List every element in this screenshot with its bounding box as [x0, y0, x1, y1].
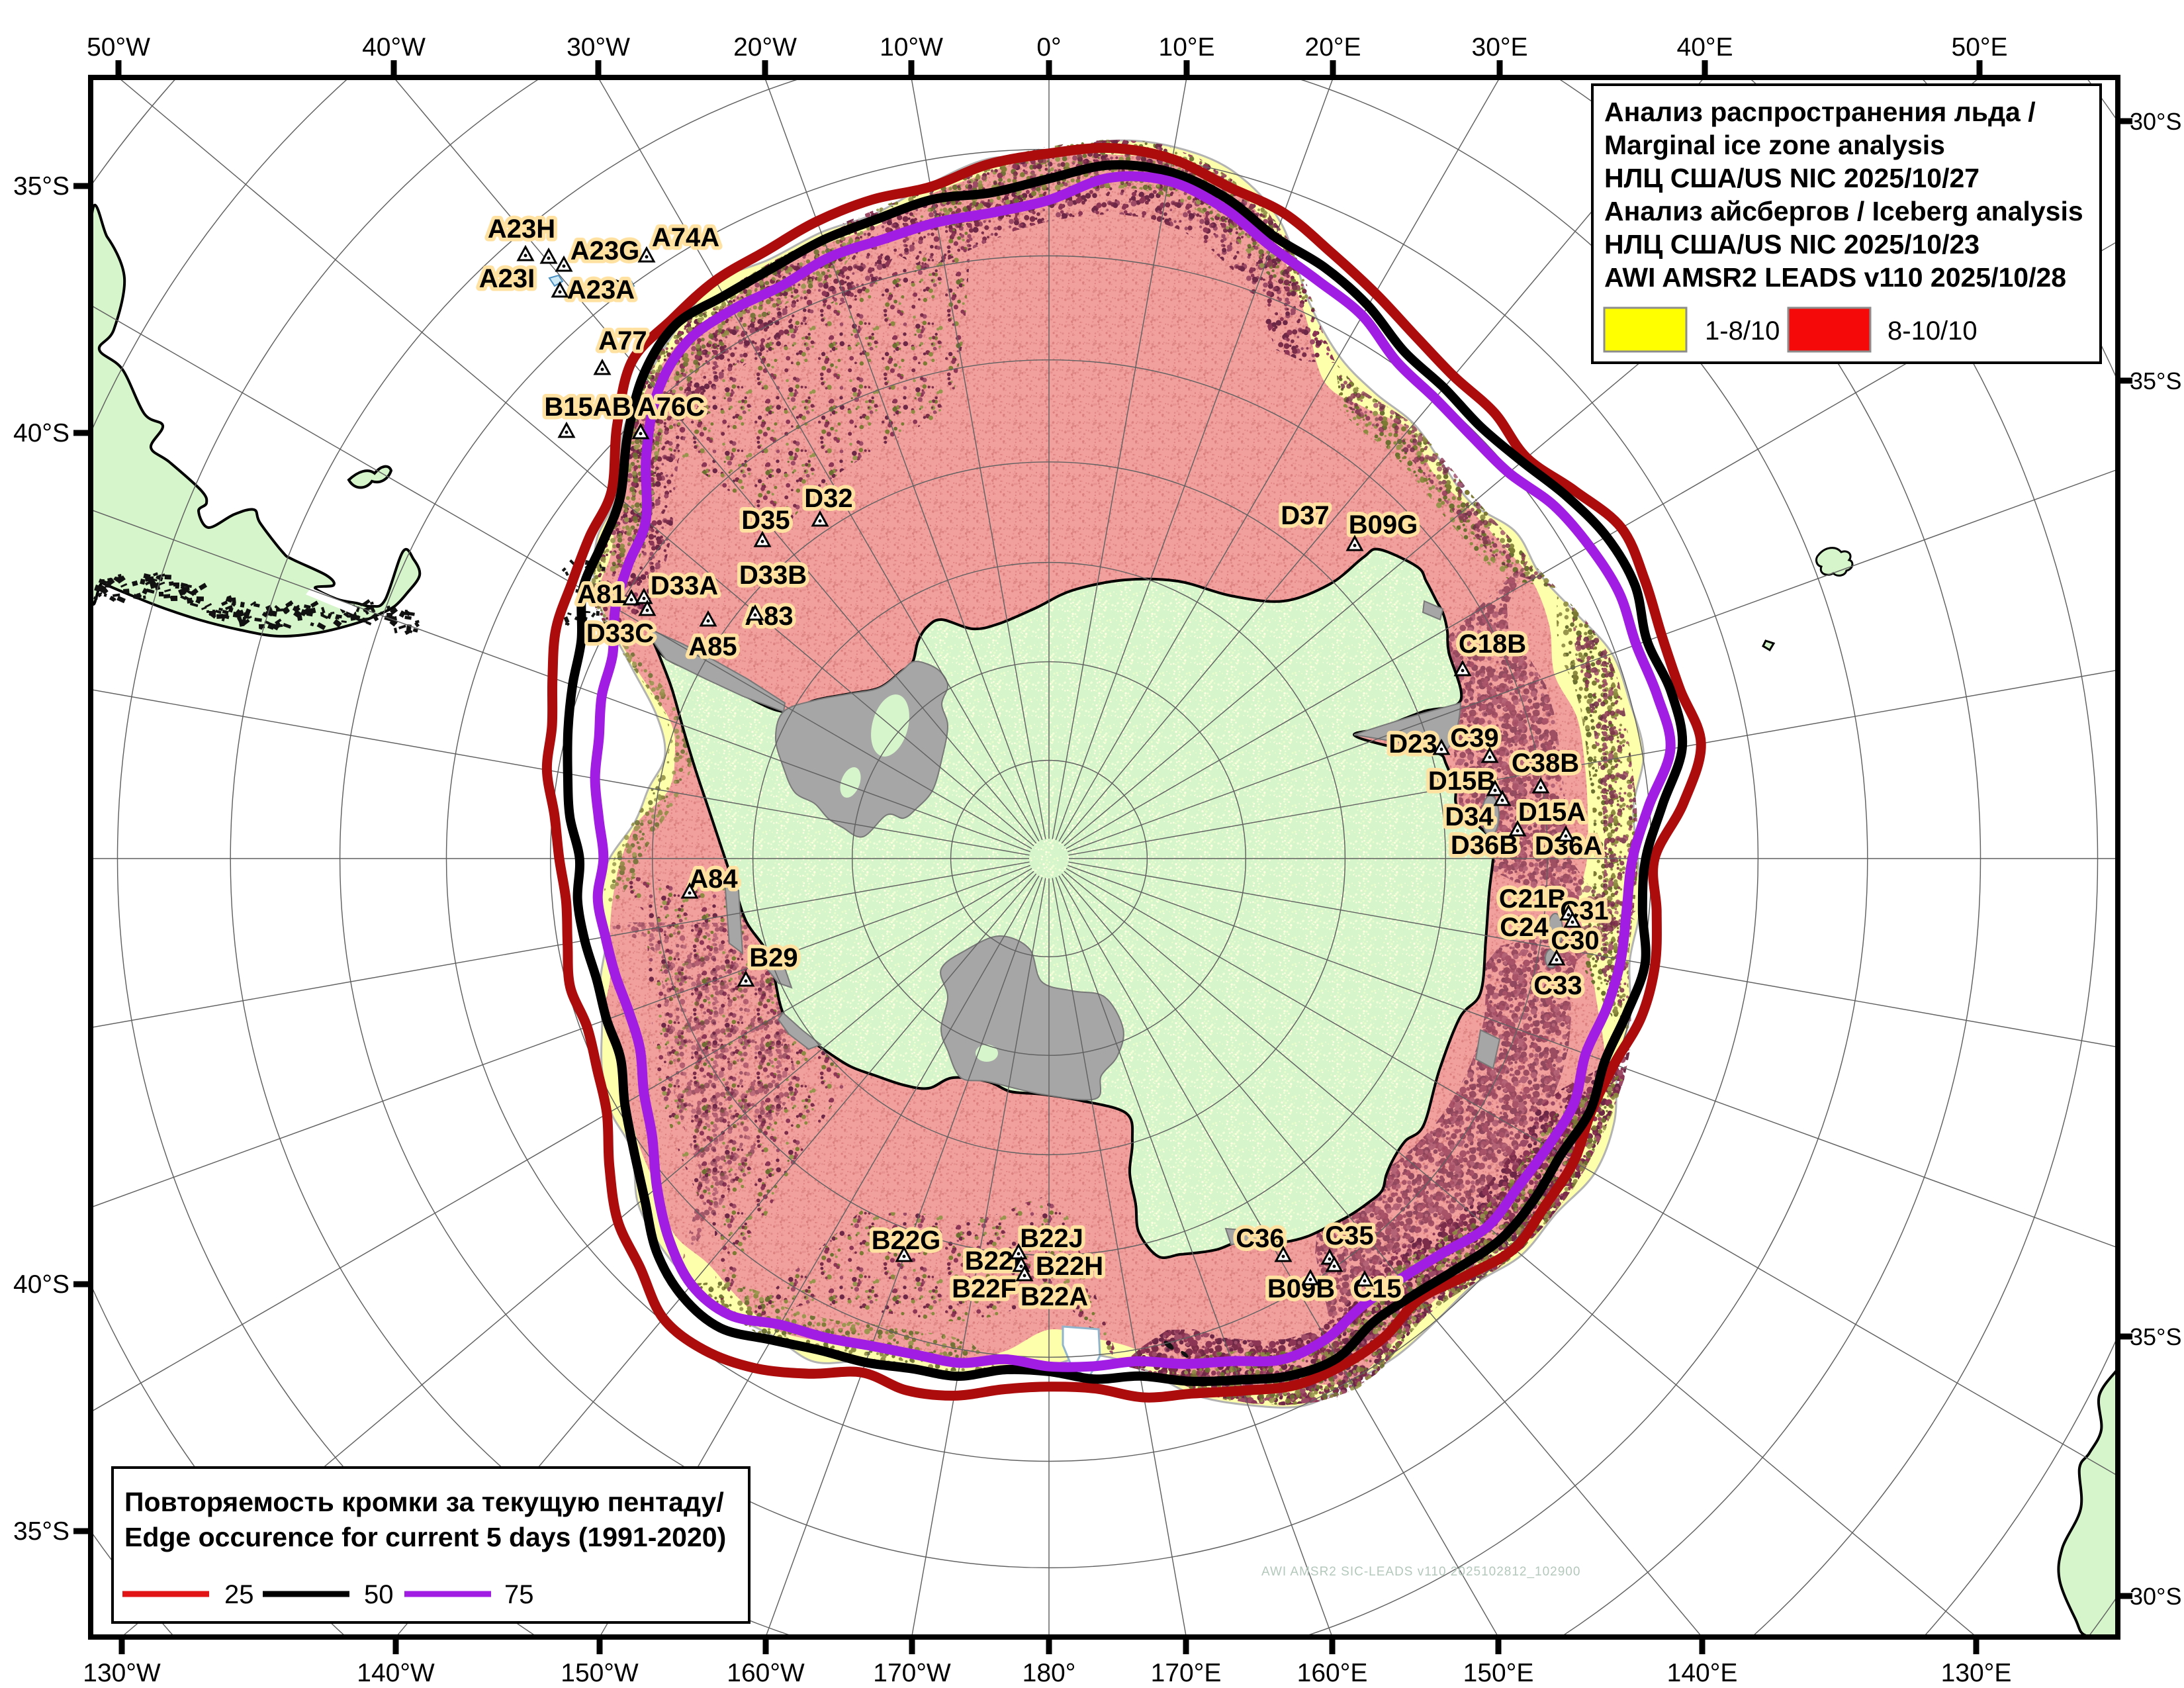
svg-text:C18B: C18B — [1459, 630, 1526, 659]
svg-text:40°S: 40°S — [13, 1270, 69, 1299]
svg-text:160°E: 160°E — [1297, 1659, 1368, 1687]
svg-text:НЛЦ США/US NIC 2025/10/27: НЛЦ США/US NIC 2025/10/27 — [1604, 163, 1979, 193]
svg-text:30°W: 30°W — [567, 33, 630, 62]
svg-text:50°W: 50°W — [87, 33, 150, 62]
svg-text:A23A: A23A — [567, 275, 635, 305]
svg-text:D32: D32 — [804, 484, 852, 513]
svg-text:170°W: 170°W — [873, 1659, 951, 1687]
svg-text:25: 25 — [224, 1580, 254, 1609]
svg-text:D15A: D15A — [1518, 798, 1586, 827]
svg-text:20°E: 20°E — [1305, 33, 1361, 62]
svg-text:AWI AMSR2 SIC-LEADS v110 20251: AWI AMSR2 SIC-LEADS v110 2025102812_1029… — [1261, 1565, 1580, 1579]
svg-text:НЛЦ США/US NIC 2025/10/23: НЛЦ США/US NIC 2025/10/23 — [1604, 229, 1979, 259]
svg-text:35°S: 35°S — [2130, 367, 2181, 395]
svg-text:C21B: C21B — [1499, 884, 1567, 914]
svg-text:40°S: 40°S — [13, 419, 69, 447]
svg-text:170°E: 170°E — [1151, 1659, 1222, 1687]
svg-text:D35: D35 — [741, 506, 790, 535]
svg-text:8-10/10: 8-10/10 — [1888, 316, 1978, 346]
svg-text:10°W: 10°W — [880, 33, 943, 62]
svg-text:D33C: D33C — [586, 619, 654, 648]
svg-text:130°W: 130°W — [83, 1659, 161, 1687]
svg-text:D33B: D33B — [739, 561, 807, 590]
svg-text:A74A: A74A — [652, 223, 719, 252]
svg-text:35°S: 35°S — [2130, 1323, 2181, 1350]
svg-text:0°: 0° — [1036, 33, 1061, 62]
svg-text:C15: C15 — [1353, 1274, 1401, 1303]
svg-text:Marginal ice zone analysis: Marginal ice zone analysis — [1604, 130, 1945, 160]
svg-text:B22H: B22H — [1036, 1252, 1103, 1281]
svg-text:Анализ айсбергов / Iceberg ana: Анализ айсбергов / Iceberg analysis — [1604, 196, 2083, 226]
svg-text:30°E: 30°E — [1472, 33, 1528, 62]
svg-text:35°S: 35°S — [13, 1517, 69, 1546]
svg-text:C38B: C38B — [1512, 749, 1579, 778]
svg-text:B15AB: B15AB — [544, 393, 631, 422]
svg-text:50°E: 50°E — [1952, 33, 2008, 62]
svg-text:140°W: 140°W — [357, 1659, 435, 1687]
svg-text:10°E: 10°E — [1159, 33, 1215, 62]
svg-text:B29: B29 — [749, 943, 797, 972]
svg-text:B22A: B22A — [1021, 1282, 1088, 1311]
svg-text:160°W: 160°W — [727, 1659, 805, 1687]
svg-text:D34: D34 — [1445, 802, 1494, 831]
svg-text:D23: D23 — [1388, 729, 1437, 759]
svg-text:1-8/10: 1-8/10 — [1705, 316, 1780, 346]
svg-text:150°W: 150°W — [561, 1659, 639, 1687]
svg-text:30°S: 30°S — [2130, 108, 2181, 135]
svg-text:A77: A77 — [598, 326, 647, 355]
svg-text:Edge occurence for current 5 d: Edge occurence for current 5 days (1991-… — [124, 1522, 726, 1552]
svg-text:B22I: B22I — [965, 1246, 1021, 1276]
svg-text:C39: C39 — [1450, 724, 1498, 753]
svg-text:150°E: 150°E — [1463, 1659, 1534, 1687]
svg-text:B09B: B09B — [1267, 1274, 1335, 1303]
svg-text:180°: 180° — [1023, 1659, 1076, 1687]
svg-text:Повторяемость кромки за текущу: Повторяемость кромки за текущую пентаду/ — [124, 1487, 724, 1517]
svg-text:D37: D37 — [1281, 501, 1329, 530]
svg-text:C36: C36 — [1236, 1224, 1284, 1253]
svg-text:A85: A85 — [688, 632, 737, 661]
svg-text:A23I: A23I — [479, 264, 535, 293]
svg-text:A23G: A23G — [570, 236, 640, 265]
svg-text:B09G: B09G — [1349, 510, 1418, 539]
svg-text:40°W: 40°W — [362, 33, 426, 62]
svg-text:35°S: 35°S — [13, 172, 69, 201]
svg-text:D15B: D15B — [1428, 767, 1496, 796]
svg-text:A84: A84 — [689, 865, 738, 894]
svg-text:B22F: B22F — [952, 1274, 1017, 1303]
svg-text:B22J: B22J — [1020, 1224, 1083, 1253]
svg-text:A76C: A76C — [637, 393, 705, 422]
svg-text:130°E: 130°E — [1941, 1659, 2012, 1687]
svg-text:Анализ распространения льда /: Анализ распространения льда / — [1604, 97, 2036, 127]
svg-text:20°W: 20°W — [733, 33, 797, 62]
svg-text:D36B: D36B — [1451, 831, 1518, 860]
svg-text:A81: A81 — [577, 580, 625, 609]
svg-text:D33A: D33A — [651, 571, 718, 600]
svg-text:C24: C24 — [1500, 913, 1549, 942]
svg-text:C33: C33 — [1533, 971, 1582, 1000]
svg-text:A23H: A23H — [488, 214, 555, 244]
svg-text:40°E: 40°E — [1677, 33, 1733, 62]
svg-text:50: 50 — [364, 1580, 394, 1609]
svg-text:140°E: 140°E — [1667, 1659, 1738, 1687]
svg-text:30°S: 30°S — [2130, 1583, 2181, 1610]
svg-text:C30: C30 — [1551, 926, 1599, 955]
svg-text:AWI AMSR2 LEADS v110 2025/10/2: AWI AMSR2 LEADS v110 2025/10/28 — [1604, 262, 2066, 293]
svg-text:75: 75 — [504, 1580, 534, 1609]
svg-text:C31: C31 — [1560, 896, 1608, 925]
svg-text:C35: C35 — [1325, 1221, 1373, 1250]
